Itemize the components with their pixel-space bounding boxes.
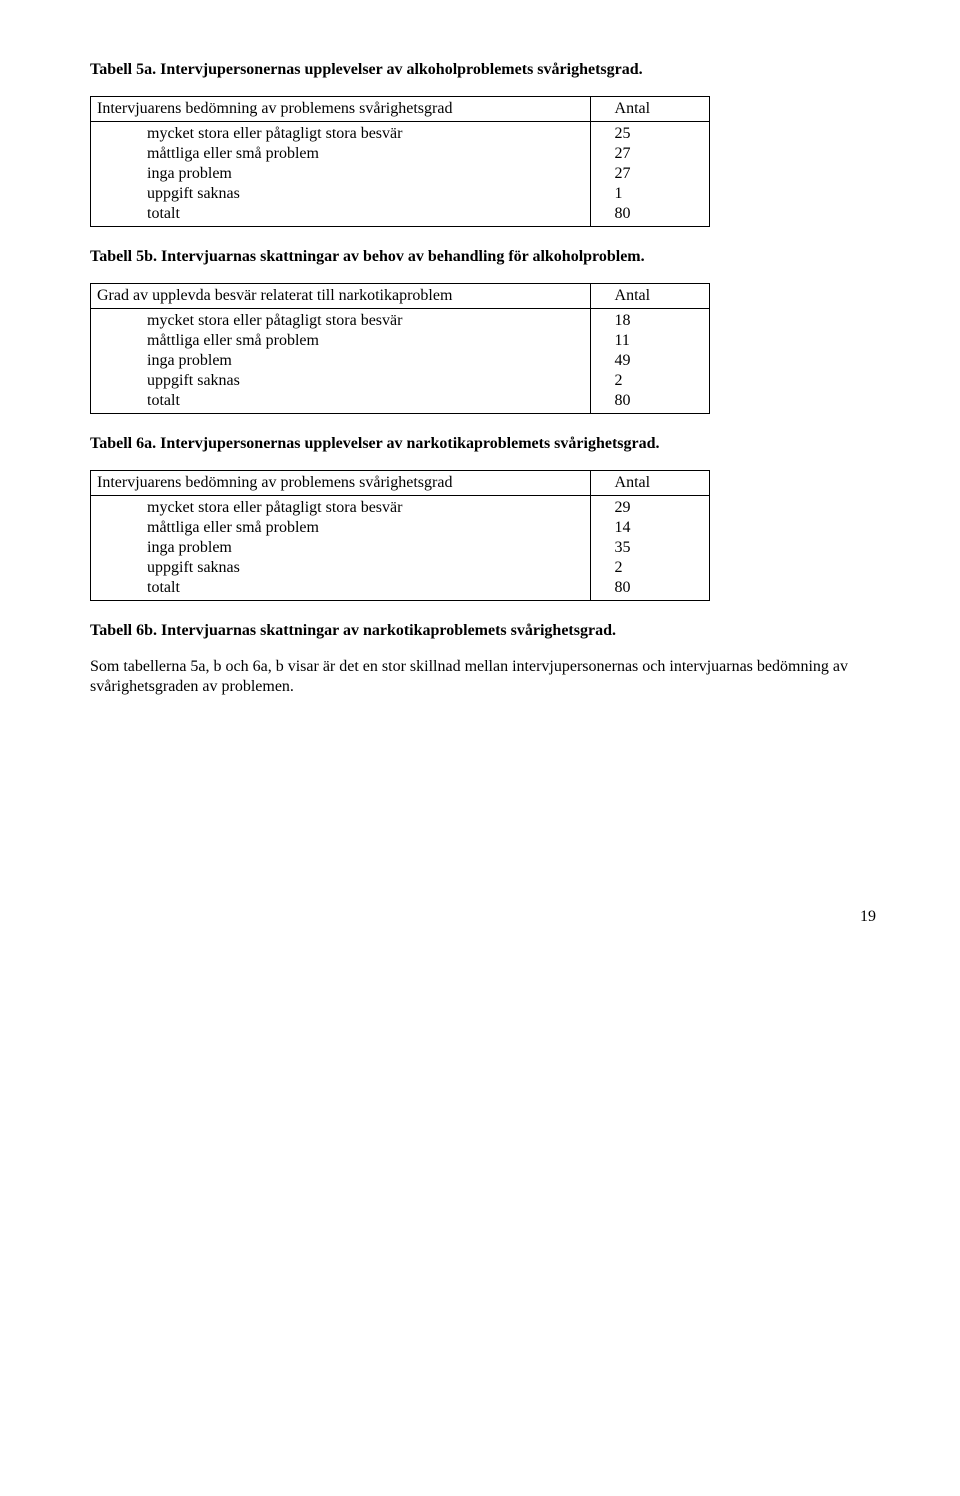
table-row: Intervjuarens bedömning av problemens sv…	[91, 471, 710, 496]
table-body-values: 29 14 35 2 80	[590, 496, 709, 601]
cell-value: 27	[615, 164, 709, 184]
table-row: mycket stora eller påtagligt stora besvä…	[91, 309, 710, 414]
cell-label: totalt	[91, 204, 581, 224]
cell-label: mycket stora eller påtagligt stora besvä…	[91, 498, 581, 518]
cell-label: totalt	[91, 391, 581, 411]
cell-value: 1	[615, 184, 709, 204]
heading-6a: Tabell 6a. Intervjupersonernas upplevels…	[90, 434, 880, 454]
cell-value: 2	[615, 371, 709, 391]
table-row: Grad av upplevda besvär relaterat till n…	[91, 284, 710, 309]
table-6a: Intervjuarens bedömning av problemens sv…	[90, 470, 710, 601]
table-body-values: 18 11 49 2 80	[590, 309, 709, 414]
cell-value: 49	[615, 351, 709, 371]
cell-value: 11	[615, 331, 709, 351]
cell-label: måttliga eller små problem	[91, 331, 581, 351]
table-header-label: Intervjuarens bedömning av problemens sv…	[91, 471, 591, 496]
table-row: Intervjuarens bedömning av problemens sv…	[91, 97, 710, 122]
table-body-labels: mycket stora eller påtagligt stora besvä…	[91, 309, 591, 414]
table-header-value: Antal	[590, 471, 709, 496]
table-row: mycket stora eller påtagligt stora besvä…	[91, 496, 710, 601]
cell-label: inga problem	[91, 164, 581, 184]
cell-value: 18	[615, 311, 709, 331]
table-5b: Grad av upplevda besvär relaterat till n…	[90, 283, 710, 414]
cell-label: mycket stora eller påtagligt stora besvä…	[91, 124, 581, 144]
cell-label: inga problem	[91, 351, 581, 371]
cell-label: uppgift saknas	[91, 184, 581, 204]
cell-label: mycket stora eller påtagligt stora besvä…	[91, 311, 581, 331]
cell-label: måttliga eller små problem	[91, 144, 581, 164]
cell-label: inga problem	[91, 538, 581, 558]
cell-value: 80	[615, 391, 709, 411]
heading-5b: Tabell 5b. Intervjuarnas skattningar av …	[90, 247, 880, 267]
table-header-value: Antal	[590, 97, 709, 122]
table-5a: Intervjuarens bedömning av problemens sv…	[90, 96, 710, 227]
table-header-label: Grad av upplevda besvär relaterat till n…	[91, 284, 591, 309]
table-row: mycket stora eller påtagligt stora besvä…	[91, 122, 710, 227]
cell-value: 27	[615, 144, 709, 164]
table-body-labels: mycket stora eller påtagligt stora besvä…	[91, 122, 591, 227]
cell-value: 14	[615, 518, 709, 538]
heading-5a: Tabell 5a. Intervjupersonernas upplevels…	[90, 60, 880, 80]
cell-value: 25	[615, 124, 709, 144]
table-body-labels: mycket stora eller påtagligt stora besvä…	[91, 496, 591, 601]
cell-value: 80	[615, 204, 709, 224]
cell-value: 35	[615, 538, 709, 558]
cell-value: 80	[615, 578, 709, 598]
cell-label: uppgift saknas	[91, 558, 581, 578]
cell-label: totalt	[91, 578, 581, 598]
table-header-label: Intervjuarens bedömning av problemens sv…	[91, 97, 591, 122]
cell-value: 29	[615, 498, 709, 518]
cell-value: 2	[615, 558, 709, 578]
body-paragraph: Som tabellerna 5a, b och 6a, b visar är …	[90, 657, 880, 697]
page-number: 19	[90, 907, 880, 927]
table-body-values: 25 27 27 1 80	[590, 122, 709, 227]
table-header-value: Antal	[590, 284, 709, 309]
heading-6b: Tabell 6b. Intervjuarnas skattningar av …	[90, 621, 880, 641]
cell-label: måttliga eller små problem	[91, 518, 581, 538]
cell-label: uppgift saknas	[91, 371, 581, 391]
